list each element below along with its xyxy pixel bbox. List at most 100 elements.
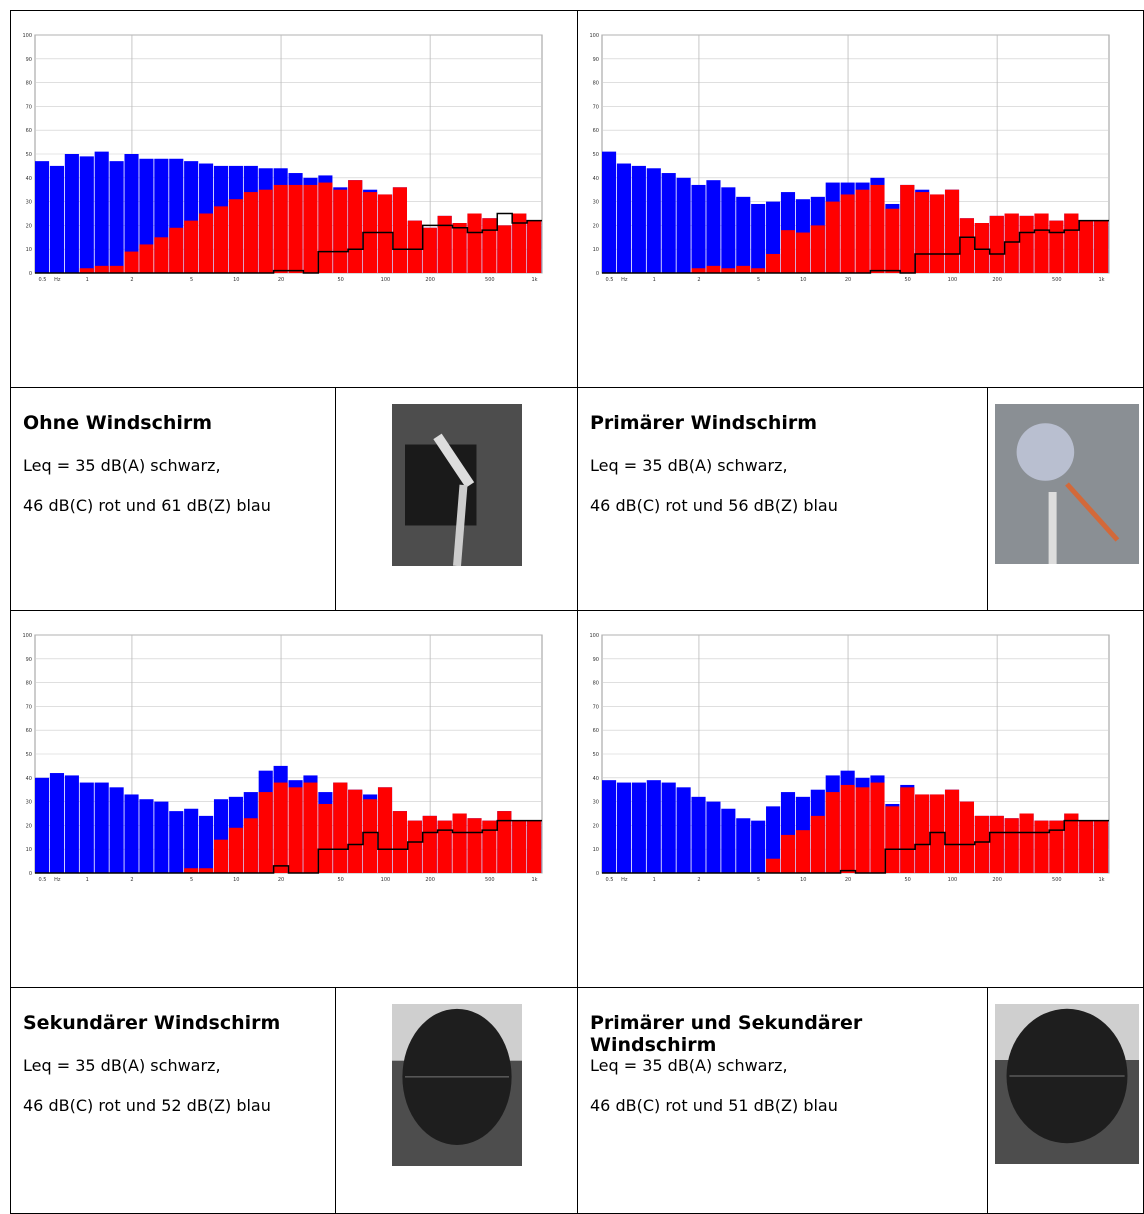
x-tick-label: 50 (905, 277, 911, 283)
bar (50, 166, 64, 273)
y-tick-label: 80 (26, 81, 32, 87)
bar (438, 821, 452, 873)
chart-cell: 01020304050607080901000.5Hz1251020501002… (577, 10, 1144, 387)
bar (796, 830, 810, 873)
bar (677, 787, 691, 873)
x-tick-label: 2 (697, 877, 700, 883)
bar (1034, 214, 1048, 274)
panel-text: 46 dB(C) rot und 51 dB(Z) blau (590, 1096, 838, 1115)
y-tick-label: 50 (593, 152, 599, 158)
bar (110, 266, 124, 273)
bar (841, 785, 855, 873)
bar (214, 840, 228, 873)
bar (960, 802, 974, 873)
bar (706, 266, 720, 273)
bar (811, 225, 825, 273)
y-tick-label: 30 (26, 800, 32, 806)
x-tick-label: 10 (233, 877, 239, 883)
y-tick-label: 0 (596, 271, 599, 277)
bar (1049, 821, 1063, 873)
bar (124, 794, 138, 873)
x-tick-label: 1 (86, 277, 89, 283)
x-tick-label: 2 (130, 277, 133, 283)
x-tick-label: 10 (800, 877, 806, 883)
y-tick-label: 10 (26, 247, 32, 253)
x-tick-label: 100 (948, 877, 958, 883)
x-tick-label: 5 (190, 877, 193, 883)
bar (274, 783, 288, 873)
bar (736, 818, 750, 873)
text-cell: Primärer WindschirmLeq = 35 dB(A) schwar… (577, 387, 987, 610)
y-tick-label: 100 (22, 33, 32, 39)
y-tick-label: 60 (26, 128, 32, 134)
bar (467, 214, 481, 274)
bar (691, 185, 705, 273)
panel-text: Leq = 35 dB(A) schwarz, (23, 1056, 221, 1075)
y-tick-label: 70 (26, 104, 32, 110)
photo (995, 1004, 1139, 1164)
bar (617, 164, 631, 273)
bar (169, 228, 183, 273)
bar (856, 190, 870, 273)
y-tick-label: 50 (26, 152, 32, 158)
x-tick-label: 2 (130, 877, 133, 883)
bar (393, 811, 407, 873)
chart: 01020304050607080901000.5Hz1251020501002… (11, 11, 576, 386)
bar (1005, 818, 1019, 873)
bar (289, 787, 303, 873)
x-tick-label: 200 (992, 877, 1002, 883)
bar (796, 233, 810, 273)
bar (184, 809, 198, 873)
bar (885, 209, 899, 273)
bar (229, 199, 243, 273)
y-tick-label: 70 (593, 704, 599, 710)
bar (95, 266, 109, 273)
bar (1020, 814, 1034, 874)
bar (1094, 821, 1108, 873)
bar (1064, 814, 1078, 874)
photo-cell (335, 987, 577, 1214)
y-tick-label: 30 (26, 200, 32, 206)
bar (1079, 221, 1093, 273)
bar (841, 194, 855, 273)
bar (154, 802, 168, 873)
photo (392, 404, 522, 566)
bar (229, 828, 243, 873)
bar (721, 809, 735, 873)
x-tick-label: 1k (532, 877, 538, 883)
panel-text: 46 dB(C) rot und 61 dB(Z) blau (23, 496, 271, 515)
y-tick-label: 0 (29, 271, 32, 277)
x-tick-label: 1k (1099, 877, 1105, 883)
x-tick-label: 2 (697, 277, 700, 283)
y-tick-label: 0 (596, 871, 599, 877)
x-tick-label: 10 (233, 277, 239, 283)
bar (467, 818, 481, 873)
bar (915, 192, 929, 273)
bar (333, 190, 347, 273)
bar (512, 821, 526, 873)
bar (110, 161, 124, 273)
bar (423, 228, 437, 273)
y-tick-label: 60 (26, 728, 32, 734)
bar (259, 792, 273, 873)
bar (885, 806, 899, 873)
y-tick-label: 90 (593, 57, 599, 63)
bar (721, 187, 735, 273)
x-tick-label: 0.5 (605, 877, 613, 883)
photo-cell (335, 387, 577, 610)
bar (766, 254, 780, 273)
y-tick-label: 40 (26, 176, 32, 182)
chart-cell: 01020304050607080901000.5Hz1251020501002… (577, 610, 1144, 987)
x-tick-label: 1 (653, 277, 656, 283)
bar (960, 218, 974, 273)
x-tick-label: 0.5 (38, 277, 46, 283)
x-tick-label: 100 (948, 277, 958, 283)
x-tick-label: 20 (845, 277, 851, 283)
bar (318, 804, 332, 873)
bar (423, 816, 437, 873)
bar (945, 190, 959, 273)
x-tick-label: 200 (425, 877, 435, 883)
bar (662, 783, 676, 873)
bar (169, 811, 183, 873)
x-tick-label: 50 (905, 877, 911, 883)
